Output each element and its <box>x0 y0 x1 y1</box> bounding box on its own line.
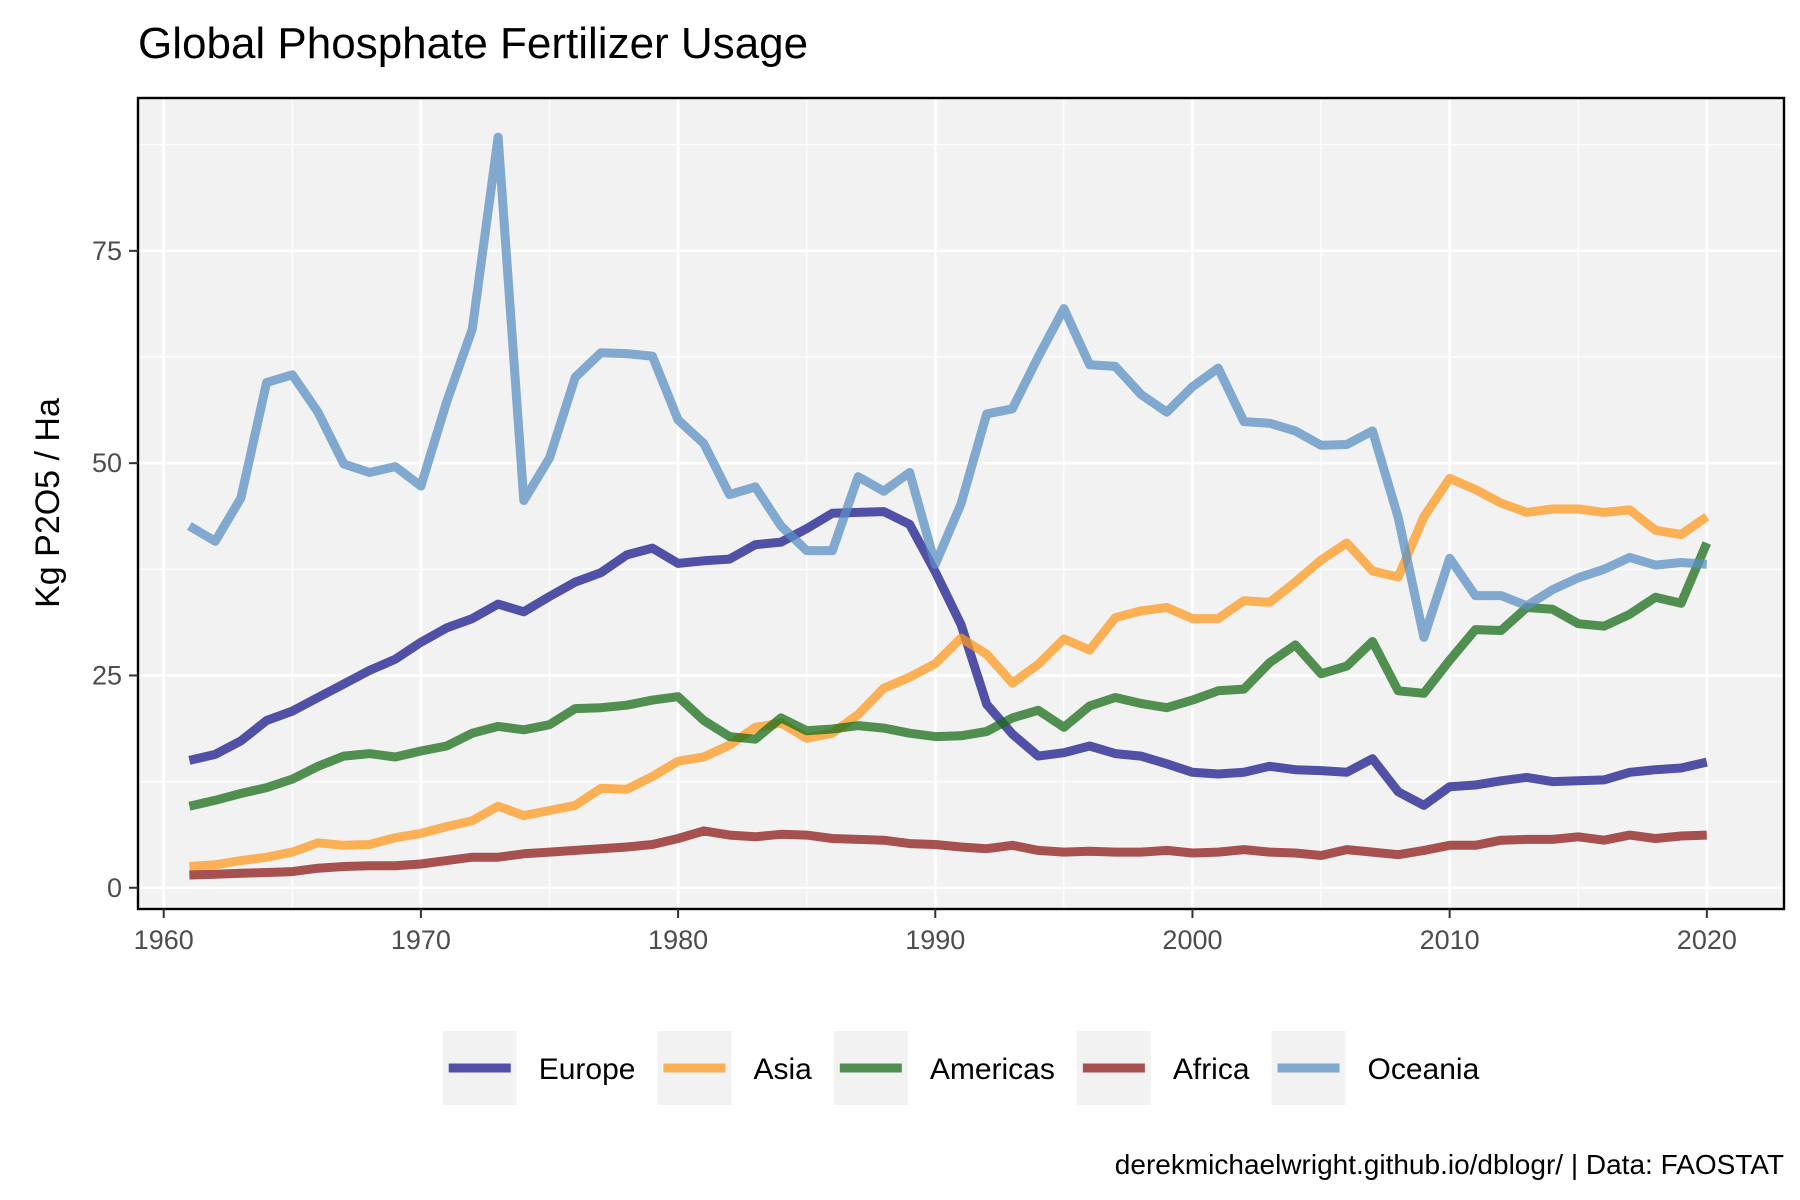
series-line-asia <box>189 473 1710 871</box>
y-tick-label: 25 <box>92 660 122 690</box>
x-tick-label: 1980 <box>648 925 708 955</box>
y-tick-label: 50 <box>92 448 122 478</box>
legend-key-africa <box>1076 1031 1151 1105</box>
legend: Europe Asia Americas Africa Oceania <box>442 1031 1480 1105</box>
legend-key-asia <box>657 1031 732 1105</box>
legend-label-africa: Africa <box>1173 1053 1250 1086</box>
series-line-africa <box>189 826 1707 880</box>
y-tick-label: 0 <box>107 873 122 903</box>
x-tick-label: 2020 <box>1677 925 1737 955</box>
legend-label-asia: Asia <box>753 1053 812 1086</box>
series-line-oceania <box>187 132 1708 642</box>
chart-title: Global Phosphate Fertilizer Usage <box>138 19 808 68</box>
y-tick-label: 75 <box>92 236 122 266</box>
legend-label-europe: Europe <box>539 1053 636 1086</box>
series-line-europe <box>188 507 1708 810</box>
legend-label-oceania: Oceania <box>1368 1053 1480 1086</box>
series-line-americas <box>188 541 1711 811</box>
y-axis-title: Kg P2O5 / Ha <box>29 398 67 608</box>
legend-key-europe <box>442 1031 517 1105</box>
legend-label-americas: Americas <box>930 1053 1055 1086</box>
x-tick-label: 1970 <box>391 925 451 955</box>
plot-border <box>136 96 1786 911</box>
grid-lines <box>138 98 1784 909</box>
x-tick-label: 1960 <box>134 925 194 955</box>
x-tick-label: 2010 <box>1420 925 1480 955</box>
x-tick-label: 1990 <box>905 925 965 955</box>
x-tick-label: 2000 <box>1162 925 1222 955</box>
series-lines <box>187 132 1711 880</box>
y-axis: 0 25 50 75 <box>92 236 138 903</box>
x-axis: 1960 1970 1980 1990 2000 2010 2020 <box>134 909 1737 955</box>
legend-key-americas <box>833 1031 908 1105</box>
legend-key-oceania <box>1271 1031 1346 1105</box>
chart-caption: derekmichaelwright.github.io/dblogr/ | D… <box>1115 1149 1784 1180</box>
